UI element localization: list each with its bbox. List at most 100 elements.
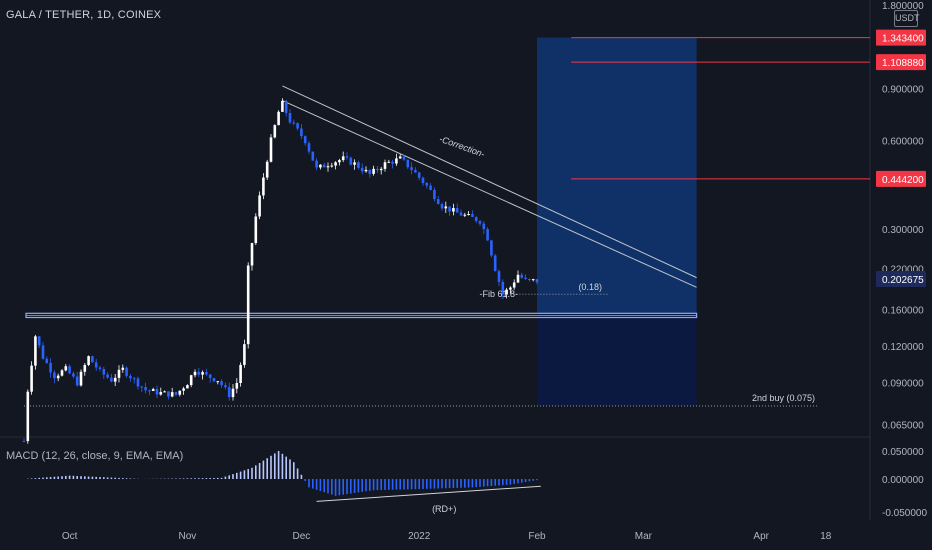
candle-body [436, 199, 440, 205]
candle-body [524, 277, 527, 279]
divergence-label: (RD+) [432, 504, 456, 514]
candle-body [421, 177, 425, 183]
price-tick: 0.220000 [882, 265, 924, 276]
chart-title: GALA / TETHER, 1D, COINEX [6, 9, 162, 21]
fib-label: -Fib 61.8- [479, 289, 518, 299]
candle-body [178, 390, 182, 395]
candle-body [117, 369, 121, 378]
candle-body [56, 375, 60, 379]
candle-body [129, 375, 132, 379]
candle-body [277, 111, 280, 126]
candles [22, 98, 539, 444]
macd-histogram [26, 451, 541, 502]
candle-body [83, 364, 87, 372]
candle-body [155, 389, 159, 395]
candle-body [250, 243, 254, 266]
candle-body [444, 206, 448, 209]
candle-body [193, 371, 197, 376]
candle-body [497, 271, 501, 282]
price-tick: 0.900000 [882, 85, 924, 96]
price-tick: 0.065000 [882, 420, 924, 431]
candle-body [26, 391, 30, 442]
candle-body [296, 123, 299, 129]
price-tick: 0.090000 [882, 379, 924, 390]
time-tick: 18 [820, 531, 832, 542]
target-price-label: 1.108880 [882, 58, 924, 69]
candle-body [349, 157, 353, 165]
candle-body [102, 368, 106, 375]
time-tick: Apr [753, 531, 769, 542]
candle-body [231, 388, 235, 398]
candle-body [37, 336, 41, 346]
candle-body [357, 162, 360, 168]
time-tick: 2022 [408, 531, 431, 542]
target-label-box [876, 29, 926, 46]
candle-body [292, 122, 296, 124]
candle-body [307, 143, 311, 152]
candle-body [303, 136, 307, 144]
candle-body [205, 372, 208, 375]
price-tick: 1.800000 [882, 1, 924, 12]
candle-body [463, 214, 467, 216]
candle-body [353, 162, 356, 165]
drawing-lines [24, 37, 870, 407]
candle-body [60, 370, 64, 376]
candle-body [330, 165, 334, 167]
candle-body [163, 391, 166, 393]
candle-body [94, 362, 98, 368]
currency-label[interactable]: USDT [894, 10, 920, 27]
candle-body [395, 158, 398, 164]
candle-body [243, 344, 246, 365]
candle-body [402, 156, 406, 160]
last-price-label: 0.202675 [882, 275, 924, 286]
candle-body [265, 161, 269, 178]
candle-body [376, 168, 379, 171]
target-label-box [876, 54, 926, 71]
candle-body [121, 367, 125, 370]
candle-body [455, 208, 459, 213]
candle-body [379, 168, 383, 171]
candle-body [258, 195, 261, 217]
projection-box [537, 37, 697, 407]
candle-body [239, 364, 242, 383]
candle-body [467, 213, 470, 215]
correction-label: -Correction- [438, 134, 486, 160]
channel-upper [282, 85, 697, 279]
candle-body [110, 377, 113, 382]
candle-body [448, 206, 451, 212]
candle-body [398, 156, 402, 159]
candle-body [224, 385, 227, 388]
candle-body [113, 377, 117, 382]
candle-body [144, 387, 147, 391]
macd-label: MACD (12, 26, close, 9, EMA, EMA) [6, 450, 184, 462]
candle-body [75, 376, 79, 386]
candle-body [288, 112, 292, 123]
fib-value-label: (0.18) [578, 282, 602, 292]
candle-body [235, 382, 239, 389]
candle-body [220, 381, 223, 386]
price-axis: 1.800000 0.900000 0.600000 0.300000 0.220000… [876, 1, 927, 519]
candle-body [341, 156, 345, 161]
candle-body [53, 372, 56, 379]
candle-body [125, 367, 128, 376]
candle-body [322, 164, 326, 168]
candle-body [22, 441, 26, 443]
time-tick: Nov [179, 531, 197, 542]
candle-body [284, 100, 288, 113]
candle-body [391, 161, 394, 164]
time-tick: Dec [293, 531, 311, 542]
candle-body [262, 177, 265, 196]
candle-body [212, 378, 216, 382]
second-buy-label: 2nd buy (0.075) [752, 393, 815, 403]
macd-tick: -0.050000 [882, 508, 927, 519]
candle-body [34, 336, 37, 366]
candle-body [151, 389, 155, 391]
candle-body [387, 161, 391, 163]
candle-body [417, 172, 421, 178]
candle-body [474, 216, 478, 222]
candle-body [300, 128, 303, 137]
grid [0, 0, 871, 520]
candle-body [159, 392, 163, 395]
